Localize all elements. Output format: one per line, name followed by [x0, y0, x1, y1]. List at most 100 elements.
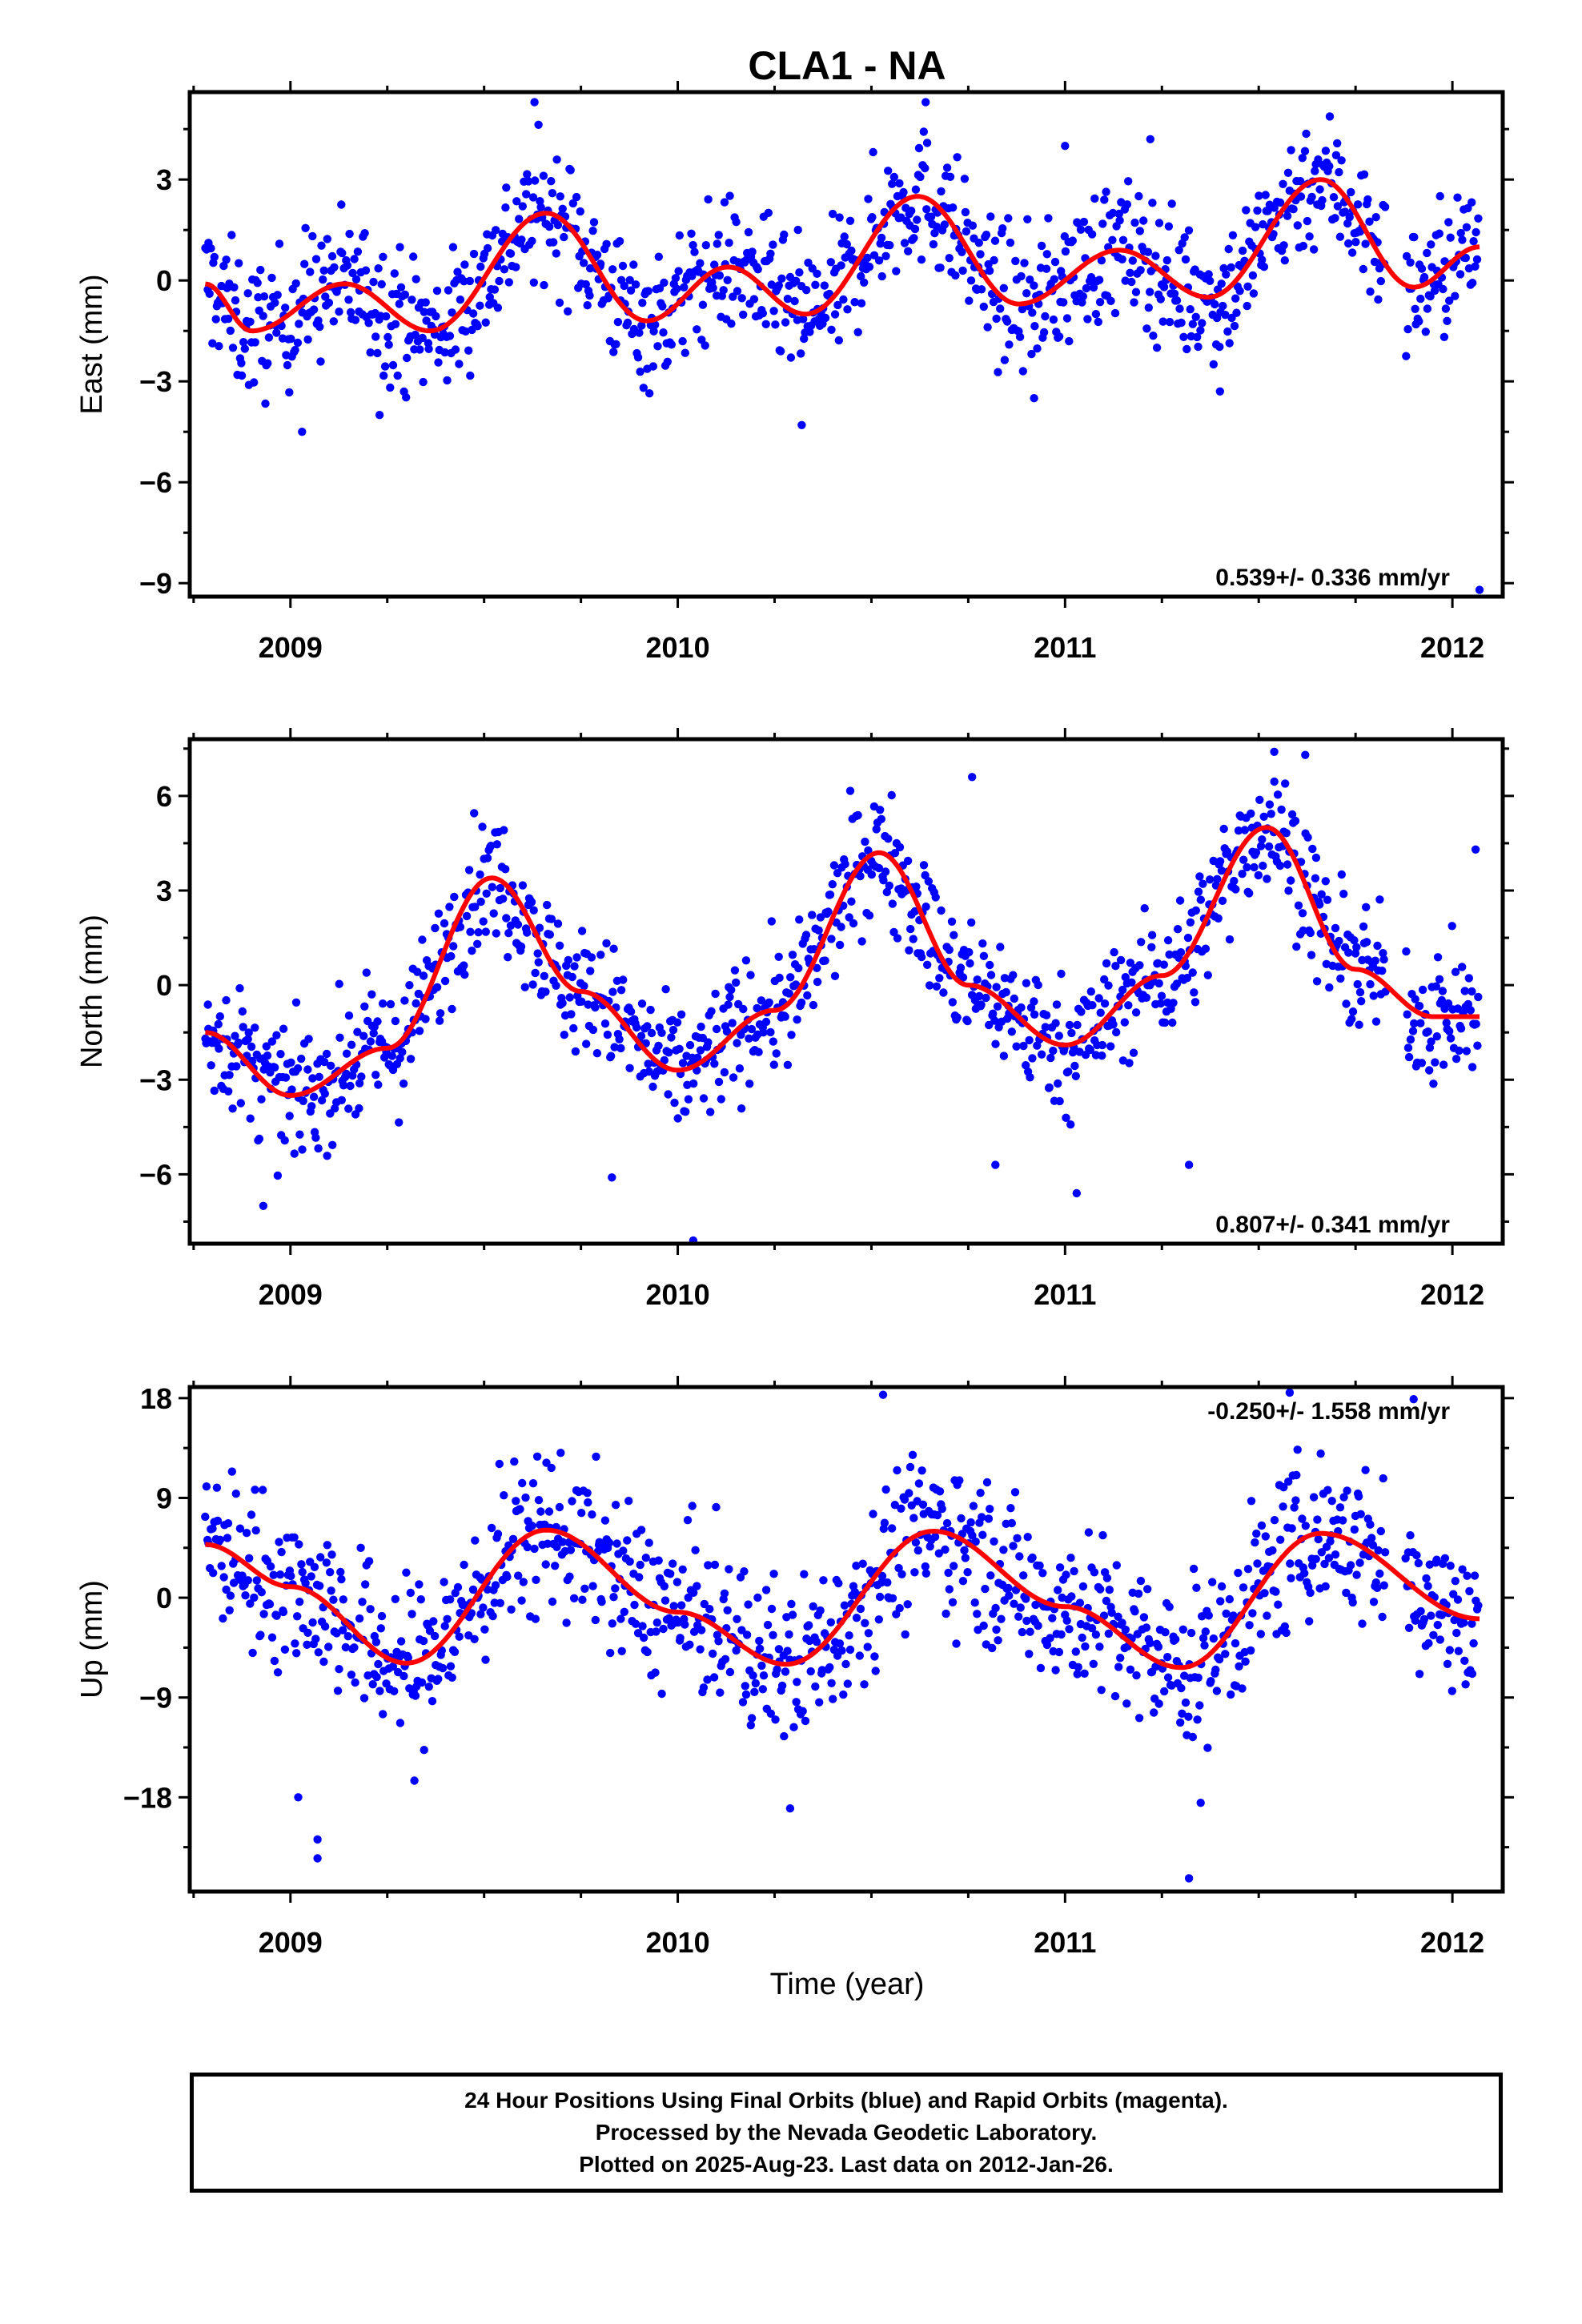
up-data-point [806, 1667, 815, 1676]
east-data-point [1094, 317, 1103, 327]
up-data-point [978, 1530, 987, 1539]
up-data-point [825, 1663, 834, 1672]
up-data-point [1378, 1612, 1387, 1622]
north-data-point [1247, 809, 1255, 818]
north-data-point [877, 814, 886, 823]
north-data-point [400, 996, 409, 1005]
up-data-point [1176, 1718, 1185, 1727]
up-data-point [1245, 1621, 1254, 1630]
up-data-point [1309, 1493, 1319, 1502]
north-data-point [323, 1152, 331, 1160]
east-data-point [637, 321, 646, 330]
east-data-point [337, 200, 346, 209]
up-data-point [1279, 1483, 1288, 1492]
east-data-point [552, 155, 561, 164]
up-data-point [652, 1627, 661, 1636]
up-data-point [688, 1502, 697, 1510]
up-data-point [1287, 1524, 1296, 1533]
north-data-point [1344, 948, 1353, 957]
up-data-point [1078, 1582, 1088, 1591]
east-data-point [966, 276, 976, 285]
up-data-point [608, 1619, 616, 1628]
up-data-point [973, 1610, 982, 1618]
north-data-point [1147, 931, 1157, 939]
up-data-point [517, 1596, 526, 1605]
east-data-point [764, 208, 773, 217]
east-y-tick-label: −6 [139, 466, 172, 499]
east-data-point [758, 309, 767, 318]
north-data-point [1022, 1061, 1030, 1070]
north-data-point [603, 1030, 612, 1039]
north-data-point [1070, 1061, 1079, 1071]
up-data-point [917, 1466, 926, 1475]
up-data-point [801, 1716, 810, 1726]
north-data-point [395, 1118, 404, 1127]
north-data-point [1411, 995, 1419, 1003]
up-data-point [918, 1500, 928, 1510]
up-data-point [1280, 1622, 1290, 1631]
north-data-point [1062, 1113, 1070, 1123]
up-data-point [1458, 1565, 1467, 1574]
north-data-point [471, 903, 480, 911]
east-data-point [864, 195, 873, 203]
east-data-point [448, 243, 458, 251]
east-data-point [1181, 255, 1191, 264]
up-data-point [1014, 1612, 1023, 1621]
east-data-point [566, 166, 575, 175]
east-data-point [976, 250, 985, 259]
up-data-point [887, 1524, 897, 1533]
up-data-point [855, 1651, 865, 1660]
up-data-point [1034, 1621, 1042, 1630]
up-data-point [697, 1626, 706, 1634]
north-data-point [704, 1038, 713, 1047]
east-data-point [1462, 223, 1472, 231]
up-data-point [763, 1620, 773, 1630]
east-data-point [460, 277, 468, 286]
up-data-point [767, 1604, 777, 1614]
up-data-point [710, 1560, 720, 1570]
north-data-point [238, 1007, 247, 1016]
up-data-point [1201, 1627, 1211, 1636]
east-data-point [1146, 287, 1154, 296]
north-y-tick-label: 0 [156, 969, 172, 1002]
up-data-point [1102, 1596, 1111, 1606]
north-data-point [290, 1149, 299, 1158]
up-data-point [685, 1640, 694, 1649]
up-data-point [1361, 1466, 1370, 1474]
up-data-point [355, 1614, 364, 1623]
up-data-point [213, 1516, 223, 1526]
north-data-point [271, 1063, 279, 1072]
up-data-point [1080, 1669, 1089, 1678]
east-data-point [1054, 332, 1064, 341]
east-data-point [298, 428, 307, 436]
east-data-point [653, 342, 662, 351]
east-data-point [1090, 194, 1099, 203]
east-data-point [371, 332, 380, 341]
up-data-point [890, 1501, 900, 1510]
east-data-point [343, 261, 352, 270]
up-data-point [845, 1645, 855, 1655]
north-data-point [673, 1114, 682, 1123]
north-data-point [328, 1140, 337, 1150]
up-data-point [700, 1599, 709, 1609]
up-data-point [986, 1571, 995, 1580]
east-data-point [636, 368, 644, 376]
north-data-point [1196, 895, 1206, 904]
north-data-point [1217, 866, 1227, 875]
north-data-point [1301, 750, 1310, 759]
north-data-point [1362, 903, 1371, 912]
north-data-point [1116, 955, 1126, 965]
east-data-point [994, 368, 1002, 376]
east-data-point [301, 223, 310, 232]
north-data-point [816, 913, 825, 922]
north-data-point [1259, 812, 1268, 821]
east-data-point [380, 362, 390, 371]
up-data-point [1098, 1530, 1107, 1540]
up-data-point [225, 1606, 234, 1615]
north-x-tick-label: 2009 [259, 1278, 323, 1311]
north-data-point [547, 915, 556, 923]
caption-line-2: Processed by the Nevada Geodetic Laborat… [595, 2120, 1098, 2145]
east-data-point [826, 258, 836, 267]
up-data-point [343, 1632, 352, 1641]
east-data-point [1359, 264, 1368, 274]
